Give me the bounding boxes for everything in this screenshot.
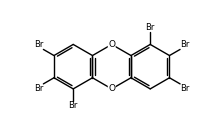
- Text: O: O: [108, 84, 115, 93]
- Text: Br: Br: [34, 40, 43, 49]
- Text: Br: Br: [146, 23, 155, 32]
- Text: Br: Br: [180, 40, 189, 49]
- Text: Br: Br: [180, 84, 189, 93]
- Text: Br: Br: [68, 101, 78, 110]
- Text: O: O: [108, 40, 115, 49]
- Text: Br: Br: [34, 84, 43, 93]
